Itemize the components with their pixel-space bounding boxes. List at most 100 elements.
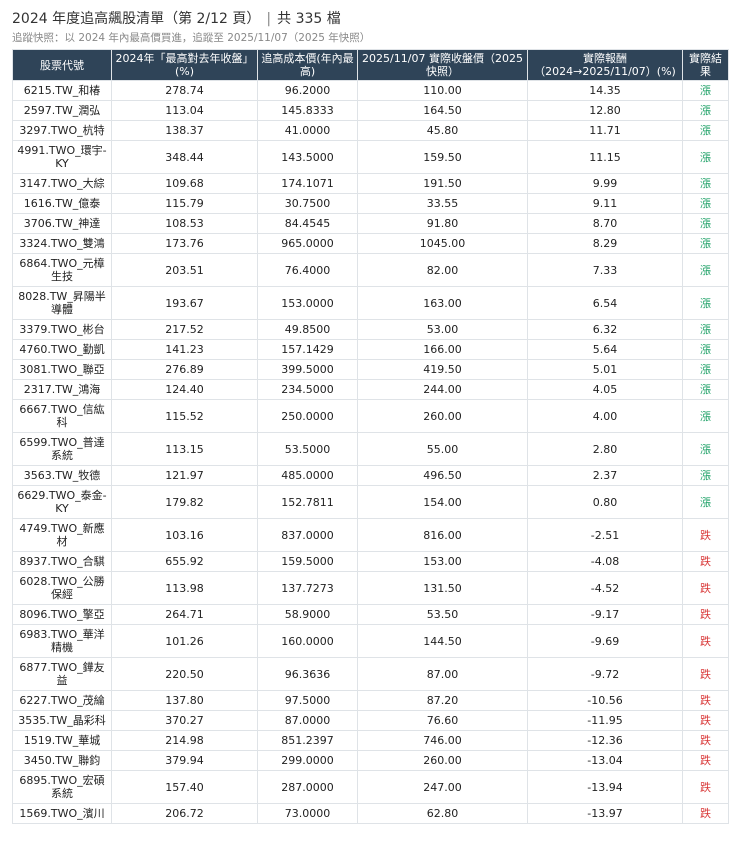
cell-return: 2.80 [527,432,683,466]
cell-cost-price: 160.0000 [257,624,358,658]
cell-close-price: 496.50 [357,465,528,486]
cell-close-price: 33.55 [357,193,528,214]
cell-stock-code: 3563.TW_牧德 [12,465,112,486]
cell-stock-code: 3297.TWO_杭特 [12,120,112,141]
cell-high-gain: 203.51 [111,253,258,287]
cell-high-gain: 103.16 [111,518,258,552]
table-row: 3535.TW_晶彩科 370.27 87.0000 76.60 -11.95 跌 [12,710,729,731]
cell-close-price: 1045.00 [357,233,528,254]
cell-close-price: 260.00 [357,750,528,771]
cell-close-price: 144.50 [357,624,528,658]
cell-close-price: 53.00 [357,319,528,340]
cell-stock-code: 3535.TW_晶彩科 [12,710,112,731]
header-stock-code: 股票代號 [12,49,112,81]
cell-close-price: 166.00 [357,339,528,360]
cell-cost-price: 250.0000 [257,399,358,433]
cell-high-gain: 220.50 [111,657,258,691]
cell-high-gain: 138.37 [111,120,258,141]
cell-close-price: 419.50 [357,359,528,380]
cell-high-gain: 655.92 [111,551,258,572]
table-row: 1519.TW_華城 214.98 851.2397 746.00 -12.36 跌 [12,730,729,751]
cell-high-gain: 276.89 [111,359,258,380]
cell-high-gain: 379.94 [111,750,258,771]
stock-table: 股票代號 2024年「最高對去年收盤」(%) 追高成本價(年內最高) 2025/… [12,49,729,824]
cell-return: 4.05 [527,379,683,400]
cell-stock-code: 4749.TWO_新應材 [12,518,112,552]
cell-result: 漲 [682,140,729,174]
cell-close-price: 131.50 [357,571,528,605]
cell-stock-code: 6895.TWO_宏碩系統 [12,770,112,804]
table-row: 4760.TWO_勤凱 141.23 157.1429 166.00 5.64 漲 [12,339,729,360]
cell-close-price: 164.50 [357,100,528,121]
table-row: 4749.TWO_新應材 103.16 837.0000 816.00 -2.51 跌 [12,518,729,552]
cell-close-price: 191.50 [357,173,528,194]
cell-return: -11.95 [527,710,683,731]
cell-result: 漲 [682,120,729,141]
cell-high-gain: 113.15 [111,432,258,466]
cell-high-gain: 115.79 [111,193,258,214]
cell-cost-price: 159.5000 [257,551,358,572]
cell-high-gain: 214.98 [111,730,258,751]
cell-return: -13.97 [527,803,683,824]
cell-result: 跌 [682,710,729,731]
cell-return: -13.94 [527,770,683,804]
cell-close-price: 55.00 [357,432,528,466]
cell-stock-code: 8096.TWO_擎亞 [12,604,112,625]
cell-result: 跌 [682,730,729,751]
cell-high-gain: 206.72 [111,803,258,824]
cell-result: 跌 [682,750,729,771]
cell-return: -9.69 [527,624,683,658]
cell-cost-price: 30.7500 [257,193,358,214]
cell-high-gain: 348.44 [111,140,258,174]
cell-stock-code: 3081.TWO_聯亞 [12,359,112,380]
table-row: 1616.TW_億泰 115.79 30.7500 33.55 9.11 漲 [12,193,729,214]
cell-return: 5.01 [527,359,683,380]
cell-stock-code: 6983.TWO_華洋精機 [12,624,112,658]
cell-high-gain: 101.26 [111,624,258,658]
cell-high-gain: 141.23 [111,339,258,360]
cell-close-price: 82.00 [357,253,528,287]
cell-cost-price: 143.5000 [257,140,358,174]
cell-result: 跌 [682,518,729,552]
cell-result: 漲 [682,233,729,254]
cell-return: 11.71 [527,120,683,141]
cell-cost-price: 76.4000 [257,253,358,287]
cell-stock-code: 6215.TW_和椿 [12,80,112,101]
cell-result: 跌 [682,803,729,824]
cell-result: 漲 [682,286,729,320]
cell-stock-code: 3379.TWO_彬台 [12,319,112,340]
table-row: 8096.TWO_擎亞 264.71 58.9000 53.50 -9.17 跌 [12,604,729,625]
table-row: 6599.TWO_普達系統 113.15 53.5000 55.00 2.80 漲 [12,432,729,466]
cell-cost-price: 174.1071 [257,173,358,194]
total-count: 共 335 檔 [277,11,341,27]
cell-cost-price: 137.7273 [257,571,358,605]
cell-close-price: 746.00 [357,730,528,751]
table-row: 3379.TWO_彬台 217.52 49.8500 53.00 6.32 漲 [12,319,729,340]
table-row: 4991.TWO_環宇-KY 348.44 143.5000 159.50 11.15 漲 [12,140,729,174]
cell-return: -9.72 [527,657,683,691]
cell-result: 漲 [682,399,729,433]
cell-stock-code: 8028.TW_昇陽半導體 [12,286,112,320]
table-row: 2317.TW_鴻海 124.40 234.5000 244.00 4.05 漲 [12,379,729,400]
cell-high-gain: 193.67 [111,286,258,320]
cell-stock-code: 3450.TW_聯鈞 [12,750,112,771]
cell-cost-price: 287.0000 [257,770,358,804]
table-row: 1569.TWO_濱川 206.72 73.0000 62.80 -13.97 跌 [12,803,729,824]
cell-result: 跌 [682,770,729,804]
table-row: 3706.TW_神達 108.53 84.4545 91.80 8.70 漲 [12,213,729,234]
table-row: 6667.TWO_信紘科 115.52 250.0000 260.00 4.00 漲 [12,399,729,433]
table-header-row: 股票代號 2024年「最高對去年收盤」(%) 追高成本價(年內最高) 2025/… [12,49,729,81]
cell-cost-price: 965.0000 [257,233,358,254]
cell-high-gain: 115.52 [111,399,258,433]
cell-stock-code: 6028.TWO_公勝保經 [12,571,112,605]
cell-result: 跌 [682,657,729,691]
cell-result: 漲 [682,173,729,194]
cell-return: 8.70 [527,213,683,234]
cell-result: 漲 [682,319,729,340]
cell-cost-price: 485.0000 [257,465,358,486]
cell-return: -4.08 [527,551,683,572]
cell-stock-code: 4991.TWO_環宇-KY [12,140,112,174]
cell-result: 漲 [682,253,729,287]
table-row: 3147.TWO_大綜 109.68 174.1071 191.50 9.99 漲 [12,173,729,194]
table-row: 3563.TW_牧德 121.97 485.0000 496.50 2.37 漲 [12,465,729,486]
